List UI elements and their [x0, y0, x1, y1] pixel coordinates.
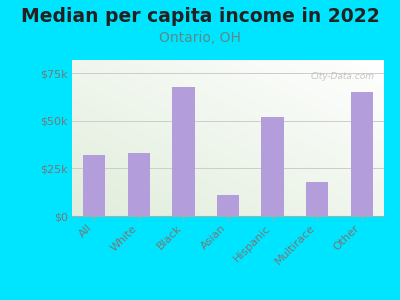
Text: Ontario, OH: Ontario, OH — [159, 32, 241, 46]
Bar — [217, 195, 239, 216]
Bar — [83, 155, 106, 216]
Bar — [128, 153, 150, 216]
Text: City-Data.com: City-Data.com — [311, 73, 375, 82]
Bar — [262, 117, 284, 216]
Bar — [172, 87, 194, 216]
Bar — [350, 92, 373, 216]
Text: Median per capita income in 2022: Median per capita income in 2022 — [21, 8, 379, 26]
Bar — [306, 182, 328, 216]
